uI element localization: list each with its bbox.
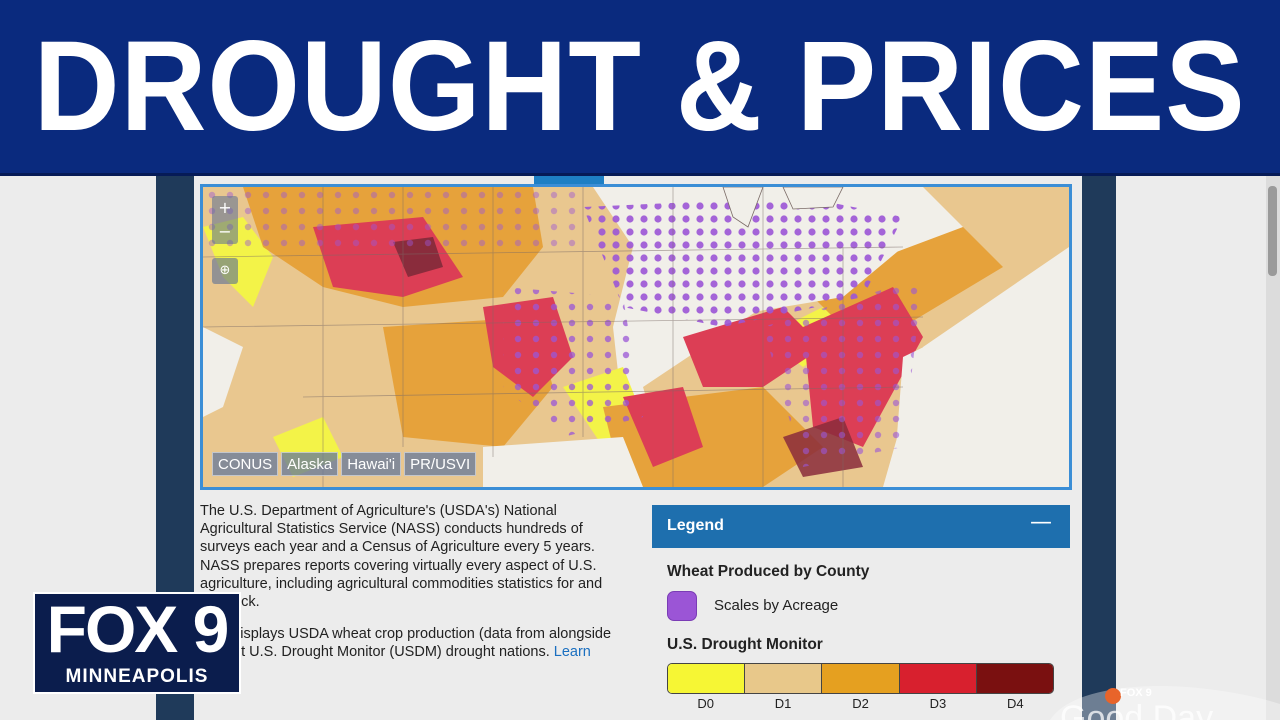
- tab-pr-usvi[interactable]: PR/USVI: [404, 452, 477, 476]
- tab-conus[interactable]: CONUS: [212, 452, 279, 476]
- drought-d3-gulf: [623, 387, 703, 467]
- legend-title: Legend: [667, 517, 724, 534]
- drought-label-d2: D2: [852, 696, 869, 711]
- legend-header[interactable]: Legend —: [652, 505, 1070, 548]
- drought-swatch-d3: [899, 664, 977, 693]
- collapse-icon[interactable]: —: [1030, 510, 1052, 535]
- state-borders: [203, 187, 924, 487]
- scrollbar-track[interactable]: [1266, 176, 1280, 720]
- tab-hawaii[interactable]: Hawai'i: [341, 452, 402, 476]
- show-logo-wordmark: Good Day: [1060, 699, 1214, 720]
- drought-scale-bar: [667, 663, 1054, 694]
- station-city: MINNEAPOLIS: [65, 666, 209, 687]
- zoom-out-button[interactable]: −: [212, 220, 238, 244]
- station-logo: FOX 9 MINNEAPOLIS: [33, 592, 241, 694]
- drought-label-d4: D4: [1007, 696, 1024, 711]
- wheat-acreage-dots-plains: [503, 287, 643, 437]
- wheat-swatch: [667, 591, 697, 621]
- no-drought-coast: [203, 327, 243, 417]
- drought-scale-labels: D0 D1 D2 D3 D4: [667, 696, 1054, 711]
- drought-swatch-d4: [976, 664, 1053, 693]
- description-paragraph-2: map displays USDA wheat crop production …: [200, 625, 620, 680]
- lake-michigan: [722, 187, 764, 228]
- station-name: FOX 9: [46, 592, 230, 666]
- wheat-heading: Wheat Produced by County: [667, 563, 870, 580]
- no-drought-texas: [483, 437, 643, 487]
- headline-text: DROUGHT & PRICES: [34, 14, 1246, 158]
- scrollbar-thumb[interactable]: [1268, 186, 1277, 276]
- zoom-in-button[interactable]: +: [212, 196, 238, 220]
- atlantic-ocean: [893, 277, 1069, 487]
- show-logo-station: FOX 9: [1120, 687, 1152, 699]
- headline-banner: DROUGHT & PRICES: [0, 0, 1280, 176]
- drought-wheat-map[interactable]: [200, 184, 1072, 490]
- zoom-controls: + −: [212, 196, 238, 244]
- drought-label-d1: D1: [774, 696, 792, 711]
- wheat-acreage-dots-midwest: [583, 197, 903, 327]
- drought-swatch-d0: [668, 664, 746, 693]
- wheat-acreage-dots-north: [203, 187, 583, 247]
- drought-swatch-d1: [745, 664, 823, 693]
- sun-icon: [1105, 688, 1121, 704]
- map-description: The U.S. Department of Agriculture's (US…: [200, 502, 620, 694]
- show-logo-badge: [1050, 686, 1280, 720]
- drought-swatch-d2: [822, 664, 900, 693]
- tab-alaska[interactable]: Alaska: [281, 452, 339, 476]
- active-tab-indicator: [534, 176, 604, 184]
- lake-huron: [782, 187, 844, 210]
- drought-heading: U.S. Drought Monitor: [667, 636, 823, 653]
- description-paragraph-1: The U.S. Department of Agriculture's (US…: [200, 503, 603, 610]
- page-frame-right: [1082, 176, 1116, 720]
- drought-label-d0: D0: [697, 696, 715, 711]
- description-paragraph-2-text: map displays USDA wheat crop production …: [200, 626, 612, 661]
- drought-label-d3: D3: [929, 696, 947, 711]
- browser-gutter-right: [1116, 176, 1280, 720]
- wheat-swatch-label: Scales by Acreage: [714, 597, 839, 614]
- locate-icon[interactable]: ⊕: [212, 258, 238, 284]
- region-tabs: CONUS Alaska Hawai'i PR/USVI: [212, 452, 477, 476]
- map-canvas: [203, 187, 1069, 487]
